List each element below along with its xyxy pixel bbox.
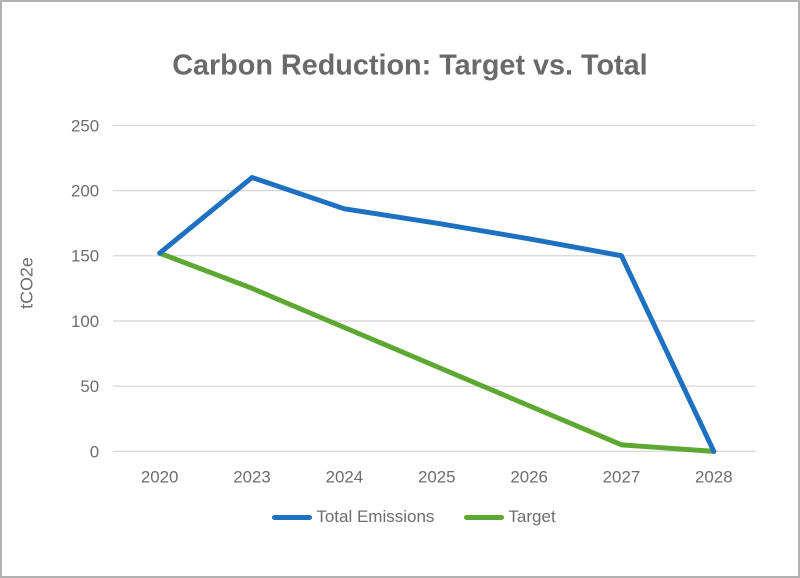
y-tick-label: 150 xyxy=(71,247,99,266)
x-tick-label: 2028 xyxy=(695,468,733,487)
x-tick-label: 2025 xyxy=(418,468,456,487)
y-tick-label: 0 xyxy=(90,442,99,461)
legend-swatch xyxy=(272,514,313,520)
x-tick-label: 2027 xyxy=(603,468,641,487)
chart-title: Carbon Reduction: Target vs. Total xyxy=(172,49,647,81)
x-tick-label: 2026 xyxy=(510,468,548,487)
series-line-total-emissions xyxy=(157,175,717,454)
legend-item-target: Target xyxy=(464,507,556,527)
legend-swatch xyxy=(464,514,505,520)
gridlines-group xyxy=(113,124,756,453)
y-tick-label: 100 xyxy=(71,312,99,331)
chart-legend: Total Emissions Target xyxy=(16,507,798,527)
x-tick-label: 2023 xyxy=(233,468,271,487)
y-axis-title: tCO2e xyxy=(17,257,37,309)
axis-ticks-group: 0 50 100 150 200 250 2020 2023 2024 2025 2026 2027 2… xyxy=(71,116,733,486)
legend-label: Target xyxy=(508,507,556,526)
x-tick-label: 2024 xyxy=(326,468,364,487)
x-tick-label: 2020 xyxy=(141,468,179,487)
y-tick-label: 250 xyxy=(71,116,99,135)
legend-label: Total Emissions xyxy=(316,507,435,526)
y-tick-label: 200 xyxy=(71,182,99,201)
series-lines-group xyxy=(157,175,717,454)
y-tick-label: 50 xyxy=(80,377,99,396)
legend-item-total-emissions: Total Emissions xyxy=(272,507,434,527)
series-line-target xyxy=(157,250,717,454)
